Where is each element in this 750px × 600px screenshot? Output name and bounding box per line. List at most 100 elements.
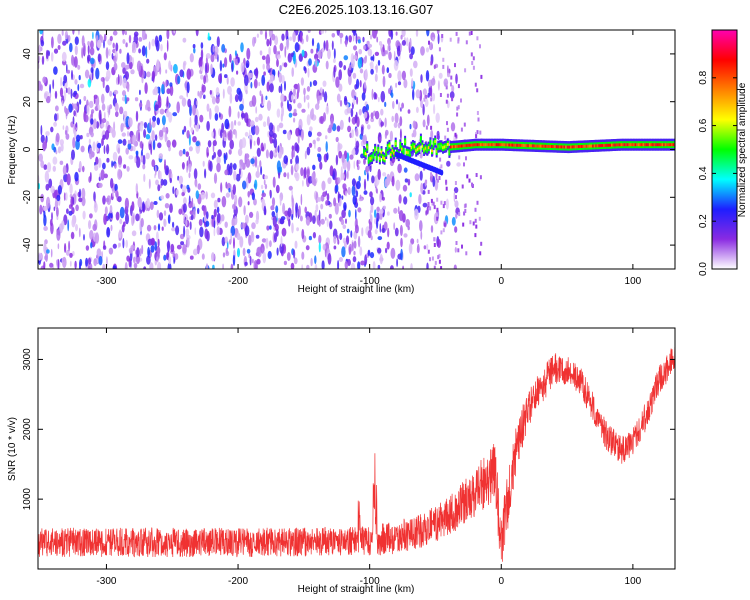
noise-cell [292,112,298,117]
noise-cell [57,185,63,195]
noise-cell [125,42,128,48]
noise-cell [195,180,198,188]
noise-cell [470,52,473,57]
noise-cell [119,106,124,115]
noise-cell [377,97,380,103]
noise-cell [381,64,385,75]
noise-cell [181,192,185,197]
noise-cell [429,206,432,211]
noise-cell [105,47,109,59]
y-tick-label: 40 [22,48,33,60]
noise-cell [465,251,468,256]
noise-cell [269,189,272,197]
noise-cell [175,189,179,196]
noise-cell [259,50,263,56]
ridge-cell [666,143,669,147]
noise-cell [181,162,185,170]
noise-cell [216,206,220,214]
noise-cell [334,202,339,215]
noise-cell [271,33,276,41]
ridge-cell [625,143,628,147]
ridge-cell [604,143,607,147]
noise-cell [143,129,147,138]
noise-cell [437,255,440,260]
noise-cell [301,264,304,269]
noise-cell [253,198,257,206]
noise-cell [182,203,187,213]
ridge-cell [645,143,648,147]
noise-cell [108,107,111,116]
ridge-cell [669,143,672,147]
noise-cell [192,136,197,143]
noise-cell [346,160,351,172]
noise-cell [374,51,380,57]
ridge-cell [442,146,444,150]
noise-cell [52,165,56,172]
noise-cell [214,51,218,60]
noise-cell [362,36,365,43]
noise-cell [391,115,395,123]
noise-cell [370,235,373,241]
noise-cell [139,248,142,257]
noise-cell [325,135,328,140]
noise-cell [263,205,267,216]
noise-cell [117,155,123,165]
noise-cell [243,205,246,216]
noise-cell [213,172,218,184]
noise-cell [186,81,190,94]
noise-cell [248,234,252,246]
ridge-cell [364,152,367,156]
noise-cell [262,63,265,70]
noise-cell [176,244,182,250]
noise-cell [288,218,291,227]
noise-cell [462,222,465,227]
noise-cell [43,226,48,231]
ridge-cell [566,145,569,149]
noise-cell [158,153,163,160]
noise-cell [51,212,53,221]
noise-cell [199,57,203,67]
noise-cell [185,228,190,237]
noise-cell [445,186,448,191]
noise-cell [316,137,320,142]
noise-cell [316,131,322,137]
noise-cell [194,227,197,235]
noise-cell [401,70,406,81]
noise-cell [194,114,198,126]
noise-cell [110,178,114,189]
noise-cell [263,142,266,150]
noise-cell [458,212,461,217]
noise-cell [74,79,78,85]
noise-cell [92,141,96,152]
noise-cell [179,95,184,100]
noise-cell [285,38,290,51]
noise-cell [164,163,166,170]
noise-cell [89,213,93,219]
ridge-cell [653,143,656,147]
noise-cell [295,202,299,213]
noise-cell [395,99,399,105]
noise-cell [347,125,352,133]
ridge-cell [522,144,525,147]
noise-cell [98,182,103,188]
noise-cell [430,225,434,233]
noise-cell [453,187,459,194]
noise-cell [97,104,100,111]
noise-cell [71,218,76,228]
noise-cell [249,211,254,218]
noise-cell [169,82,173,87]
noise-cell [454,200,459,208]
ridge-cell [620,143,623,147]
noise-cell [251,95,257,107]
ridge-cell [565,145,568,149]
ridge-cell [546,144,549,148]
noise-cell [324,30,327,34]
noise-cell [88,100,94,109]
ridge-cell [648,143,651,147]
noise-cell [292,31,296,43]
noise-cell [253,78,258,89]
noise-cell [87,44,90,55]
noise-cell [410,263,413,269]
noise-cell [139,123,143,132]
ridge-cell [598,144,601,148]
